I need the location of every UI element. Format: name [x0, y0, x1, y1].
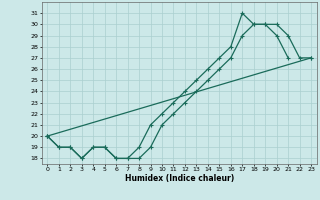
X-axis label: Humidex (Indice chaleur): Humidex (Indice chaleur): [124, 174, 234, 183]
